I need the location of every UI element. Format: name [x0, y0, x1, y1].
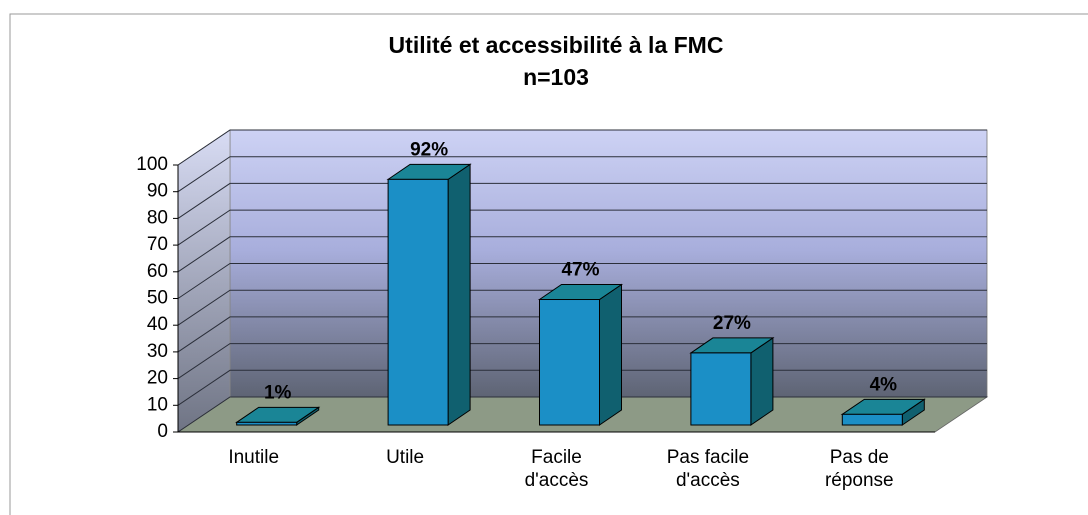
x-tick-label: Pas facile d'accès [666, 447, 750, 491]
grid-line [177, 209, 987, 246]
bar [387, 178, 449, 426]
y-tick-label: 0 [157, 421, 168, 442]
value-label: 27% [713, 313, 751, 334]
bar [539, 299, 600, 426]
y-tick-label: 30 [147, 341, 168, 362]
y-tick-label: 100 [136, 154, 168, 175]
y-tick-label: 60 [147, 261, 168, 282]
grid-line [177, 182, 987, 219]
value-label: 92% [410, 139, 448, 160]
x-tick-label: Pas de réponse [824, 447, 894, 491]
grid-line [177, 156, 987, 193]
y-tick-label: 20 [147, 368, 168, 389]
x-tick-label: Facile d'accès [524, 447, 589, 491]
x-tick-label: Utile [386, 447, 425, 468]
x-tick-label: Inutile [228, 447, 280, 468]
bar [236, 421, 298, 426]
value-label: 4% [870, 374, 898, 395]
value-label: 47% [561, 260, 599, 281]
bar-side [447, 163, 471, 426]
value-label: 1% [264, 382, 292, 403]
y-tick-label: 80 [147, 207, 168, 228]
y-tick-label: 50 [147, 288, 168, 309]
y-tick-label: 40 [147, 314, 168, 335]
grid-line [177, 129, 987, 166]
grid-line [177, 236, 987, 273]
chart-subtitle: n=103 [523, 64, 589, 90]
grid-line [177, 289, 987, 326]
grid-line [177, 316, 987, 353]
y-tick-label: 10 [147, 394, 168, 415]
y-tick-label: 70 [147, 234, 168, 255]
bar [690, 352, 752, 426]
grid-line [177, 263, 987, 299]
chart-frame [9, 13, 1088, 515]
chart-title: Utilité et accessibilité à la FMC [389, 32, 724, 58]
y-tick-label: 90 [147, 181, 168, 202]
bar [841, 413, 903, 426]
bar-side [599, 283, 622, 426]
